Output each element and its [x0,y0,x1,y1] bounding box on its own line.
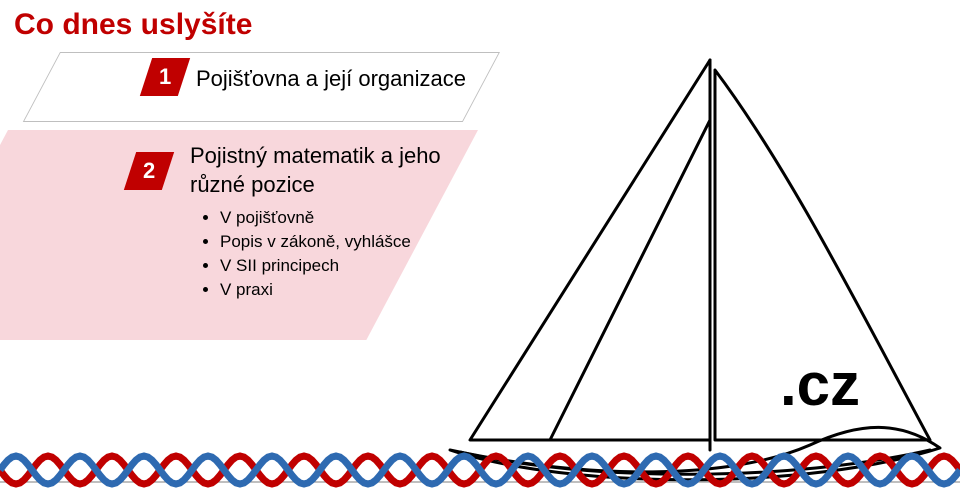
logo-cz-text: .cz [780,350,860,419]
slide-title: Co dnes uslyšíte [14,8,252,42]
item1-badge-number: 1 [159,64,171,90]
boat-logo-icon [430,50,950,490]
item2-badge-number: 2 [143,158,155,184]
bullet-item: Popis v zákoně, vyhlášce [220,231,441,253]
bullet-item: V SII principech [220,255,441,277]
item1-label: Pojišťovna a její organizace [196,66,466,92]
item2-block: Pojistný matematik a jeho různé pozice V… [190,142,441,304]
item2-line1: Pojistný matematik a jeho [190,143,441,168]
item2-line2: různé pozice [190,171,441,200]
item2-bullets: V pojišťovně Popis v zákoně, vyhlášce V … [190,207,441,301]
bullet-item: V pojišťovně [220,207,441,229]
wave-decoration-icon [0,440,960,500]
bullet-item: V praxi [220,279,441,301]
